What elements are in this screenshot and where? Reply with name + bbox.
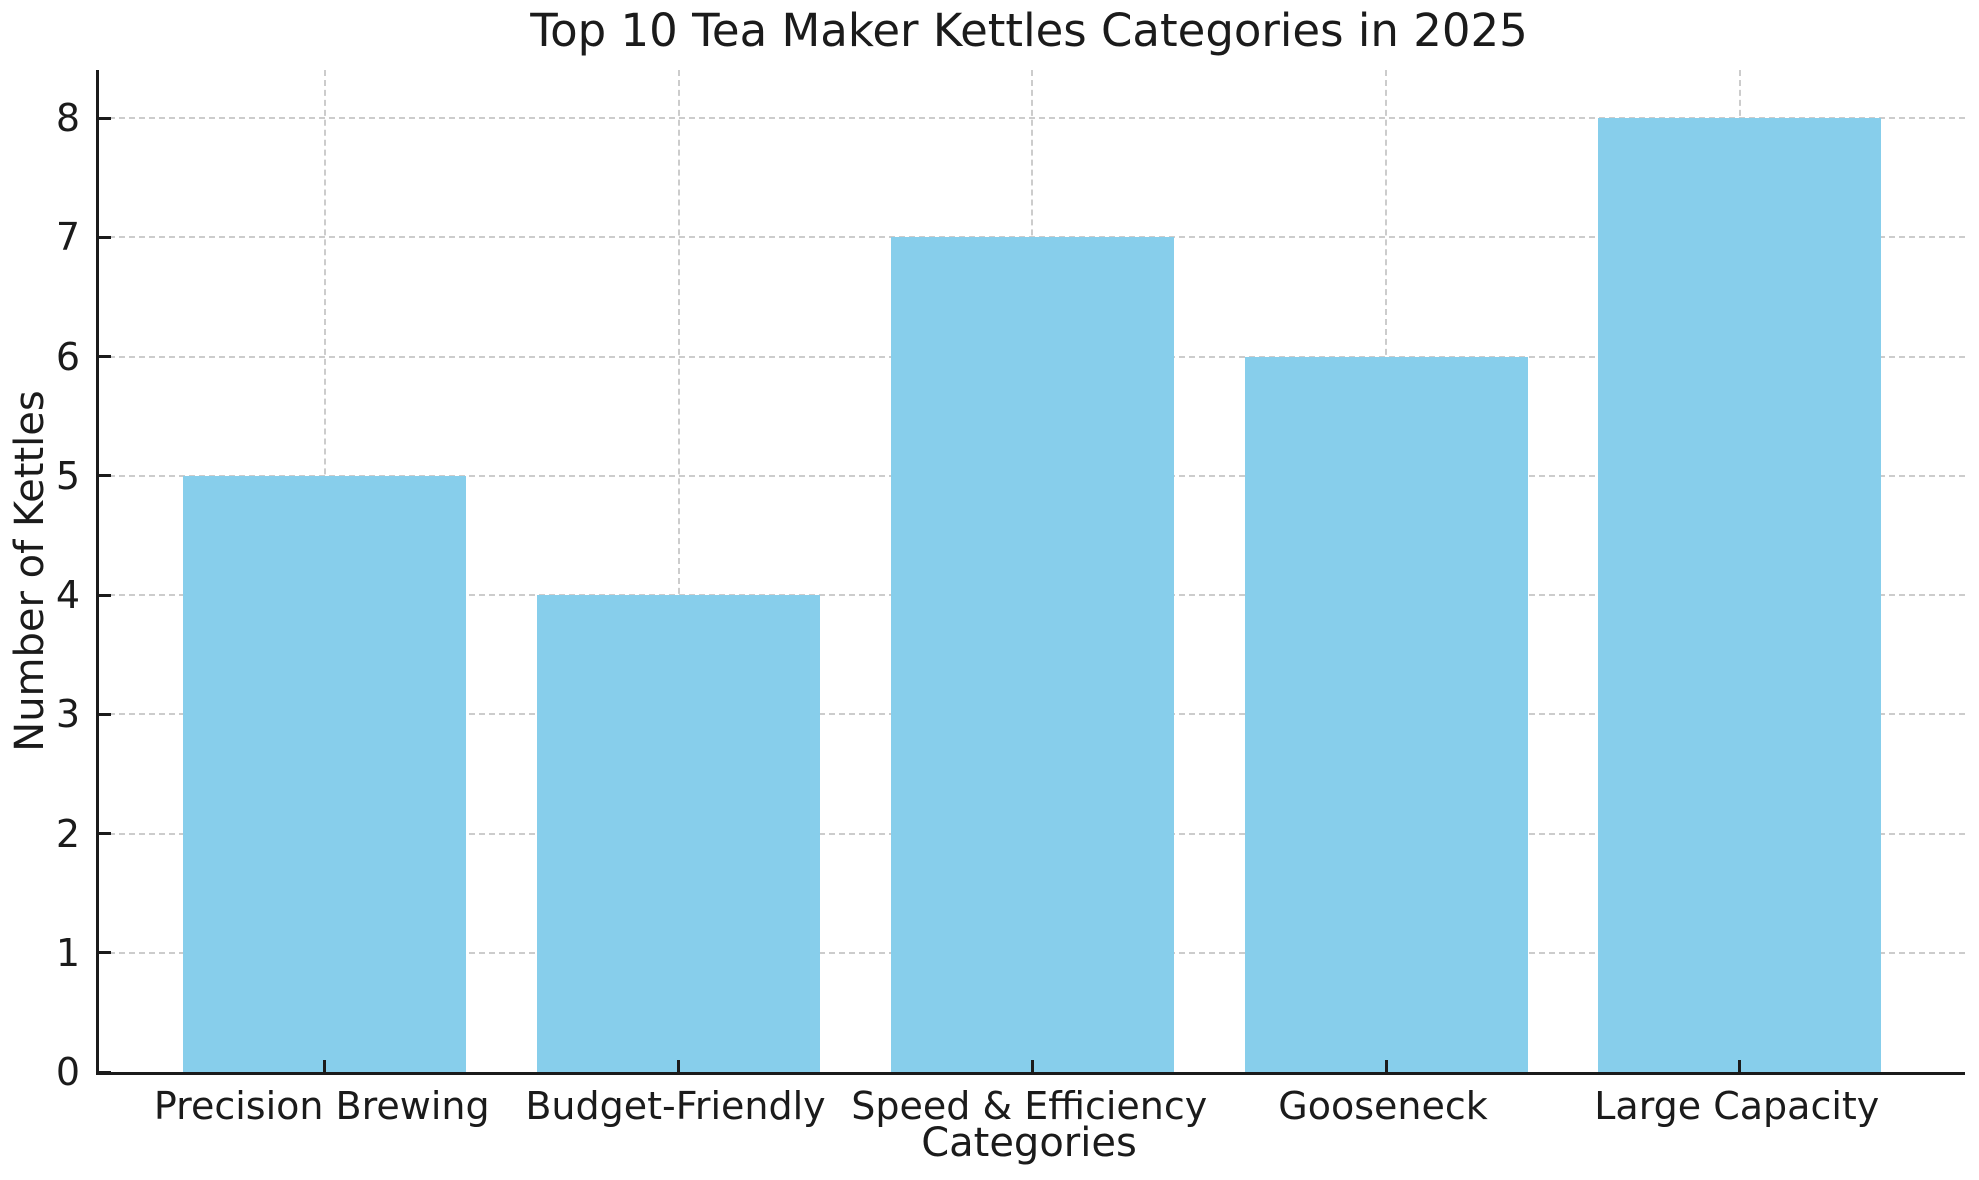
gridline-v: [677, 70, 680, 1072]
y-tick-label: 1: [55, 930, 80, 975]
x-tick-mark: [677, 1060, 681, 1072]
y-tick-label: 8: [55, 96, 80, 140]
x-tick-mark: [1738, 1060, 1742, 1072]
y-tick-mark: [99, 355, 111, 358]
x-axis-label: Categories: [921, 1120, 1137, 1166]
x-tick-label: Precision Brewing: [153, 1084, 490, 1128]
bar: [183, 475, 467, 1072]
x-tick-label: Speed & Efficiency: [851, 1084, 1208, 1128]
y-tick-label: 5: [55, 453, 80, 498]
plot-area: [96, 70, 1965, 1075]
bar: [1598, 118, 1882, 1072]
y-tick-mark: [99, 116, 111, 120]
y-tick-mark: [99, 832, 111, 835]
x-tick-mark: [1030, 1060, 1034, 1072]
y-tick-mark: [99, 951, 111, 955]
y-tick-label: 2: [55, 811, 80, 856]
y-tick-label: 3: [55, 692, 80, 737]
x-tick-mark: [1384, 1060, 1388, 1072]
x-tick-label: Budget-Friendly: [525, 1084, 826, 1128]
y-tick-mark: [99, 712, 111, 716]
chart-title: Top 10 Tea Maker Kettles Categories in 2…: [530, 4, 1528, 57]
x-tick-label: Gooseneck: [1278, 1084, 1488, 1128]
y-tick-mark: [99, 593, 111, 597]
y-tick-label: 6: [55, 334, 80, 379]
y-tick-label: 7: [55, 215, 80, 260]
bar: [1244, 356, 1528, 1072]
y-tick-label: 0: [55, 1050, 80, 1094]
x-tick-mark: [323, 1060, 327, 1072]
bar: [537, 595, 821, 1072]
y-tick-mark: [99, 474, 111, 478]
y-tick-mark: [99, 235, 111, 239]
x-tick-label: Large Capacity: [1594, 1084, 1880, 1128]
y-tick-mark: [99, 1070, 111, 1074]
y-tick-label: 4: [55, 573, 80, 617]
bar: [890, 237, 1174, 1072]
